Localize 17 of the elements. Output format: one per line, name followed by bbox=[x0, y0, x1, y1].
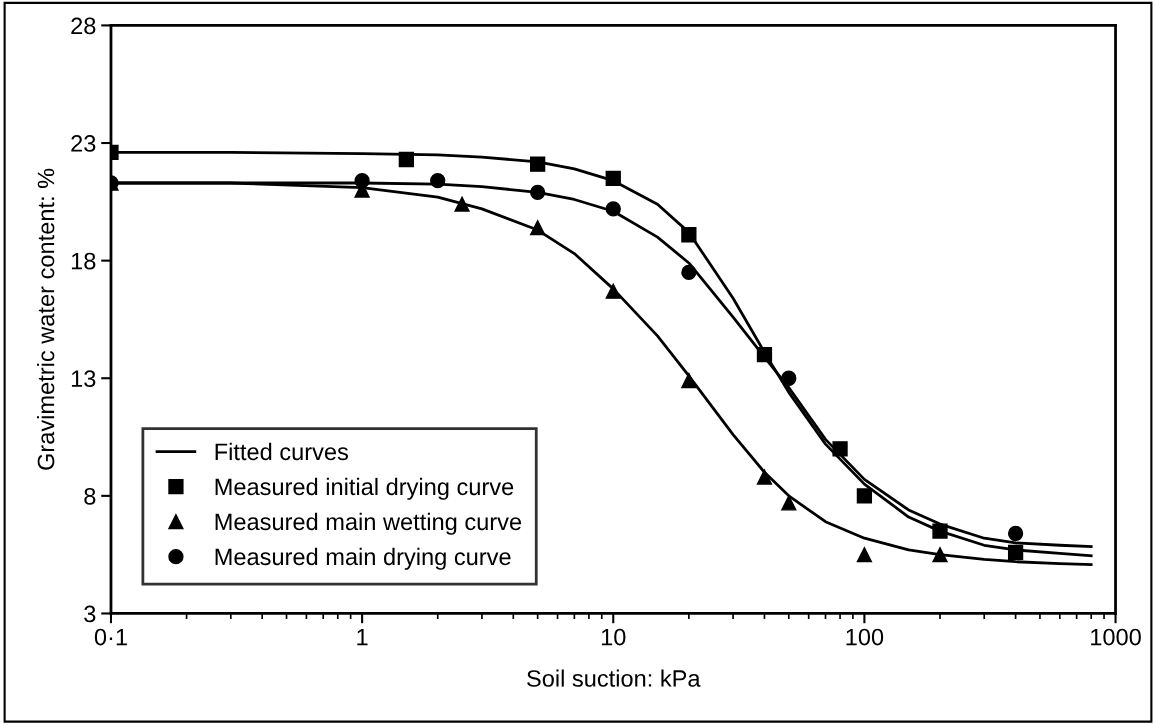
y-axis-title: Gravimetric water content: % bbox=[37, 168, 55, 470]
legend-label: Fitted curves bbox=[215, 442, 349, 461]
x-tick-label: 0·1 bbox=[94, 628, 127, 646]
y-tick-label: 18 bbox=[71, 252, 96, 270]
legend-label: Measured main wetting curve bbox=[215, 512, 522, 535]
legend-label: Measured main drying curve bbox=[215, 547, 511, 570]
y-tick-label: 3 bbox=[84, 605, 96, 623]
x-tick-label: 1000 bbox=[1091, 628, 1141, 646]
y-tick-label: 8 bbox=[84, 487, 96, 505]
x-tick-label: 1 bbox=[357, 628, 368, 646]
y-tick-label: 13 bbox=[71, 370, 96, 388]
x-tick-label: 10 bbox=[601, 628, 626, 646]
x-tick-label: 100 bbox=[846, 628, 884, 646]
y-tick-label: 28 bbox=[71, 17, 96, 35]
x-axis-title: Soil suction: kPa bbox=[527, 669, 701, 687]
legend-label: Measured initial drying curve bbox=[215, 477, 514, 500]
y-tick-label: 23 bbox=[71, 135, 96, 152]
